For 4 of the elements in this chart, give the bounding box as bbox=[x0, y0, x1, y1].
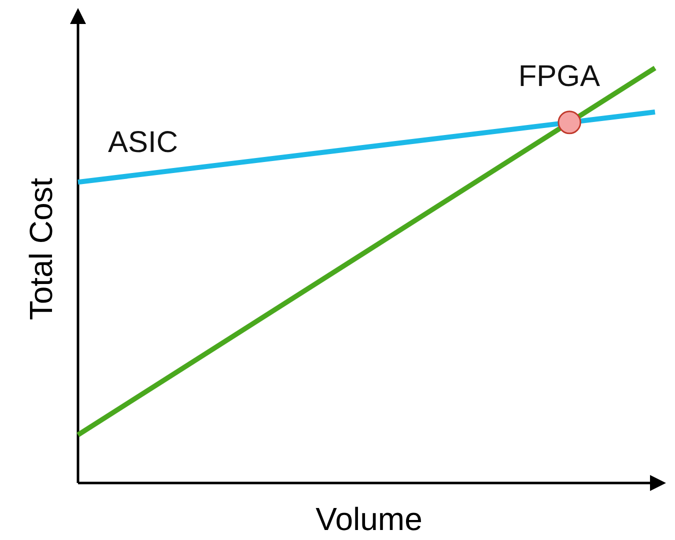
series-label: ASIC bbox=[108, 126, 178, 160]
y-axis-title: Total Cost bbox=[23, 178, 59, 320]
x-axis-title: Volume bbox=[316, 501, 422, 537]
series-label: FPGA bbox=[518, 60, 600, 93]
